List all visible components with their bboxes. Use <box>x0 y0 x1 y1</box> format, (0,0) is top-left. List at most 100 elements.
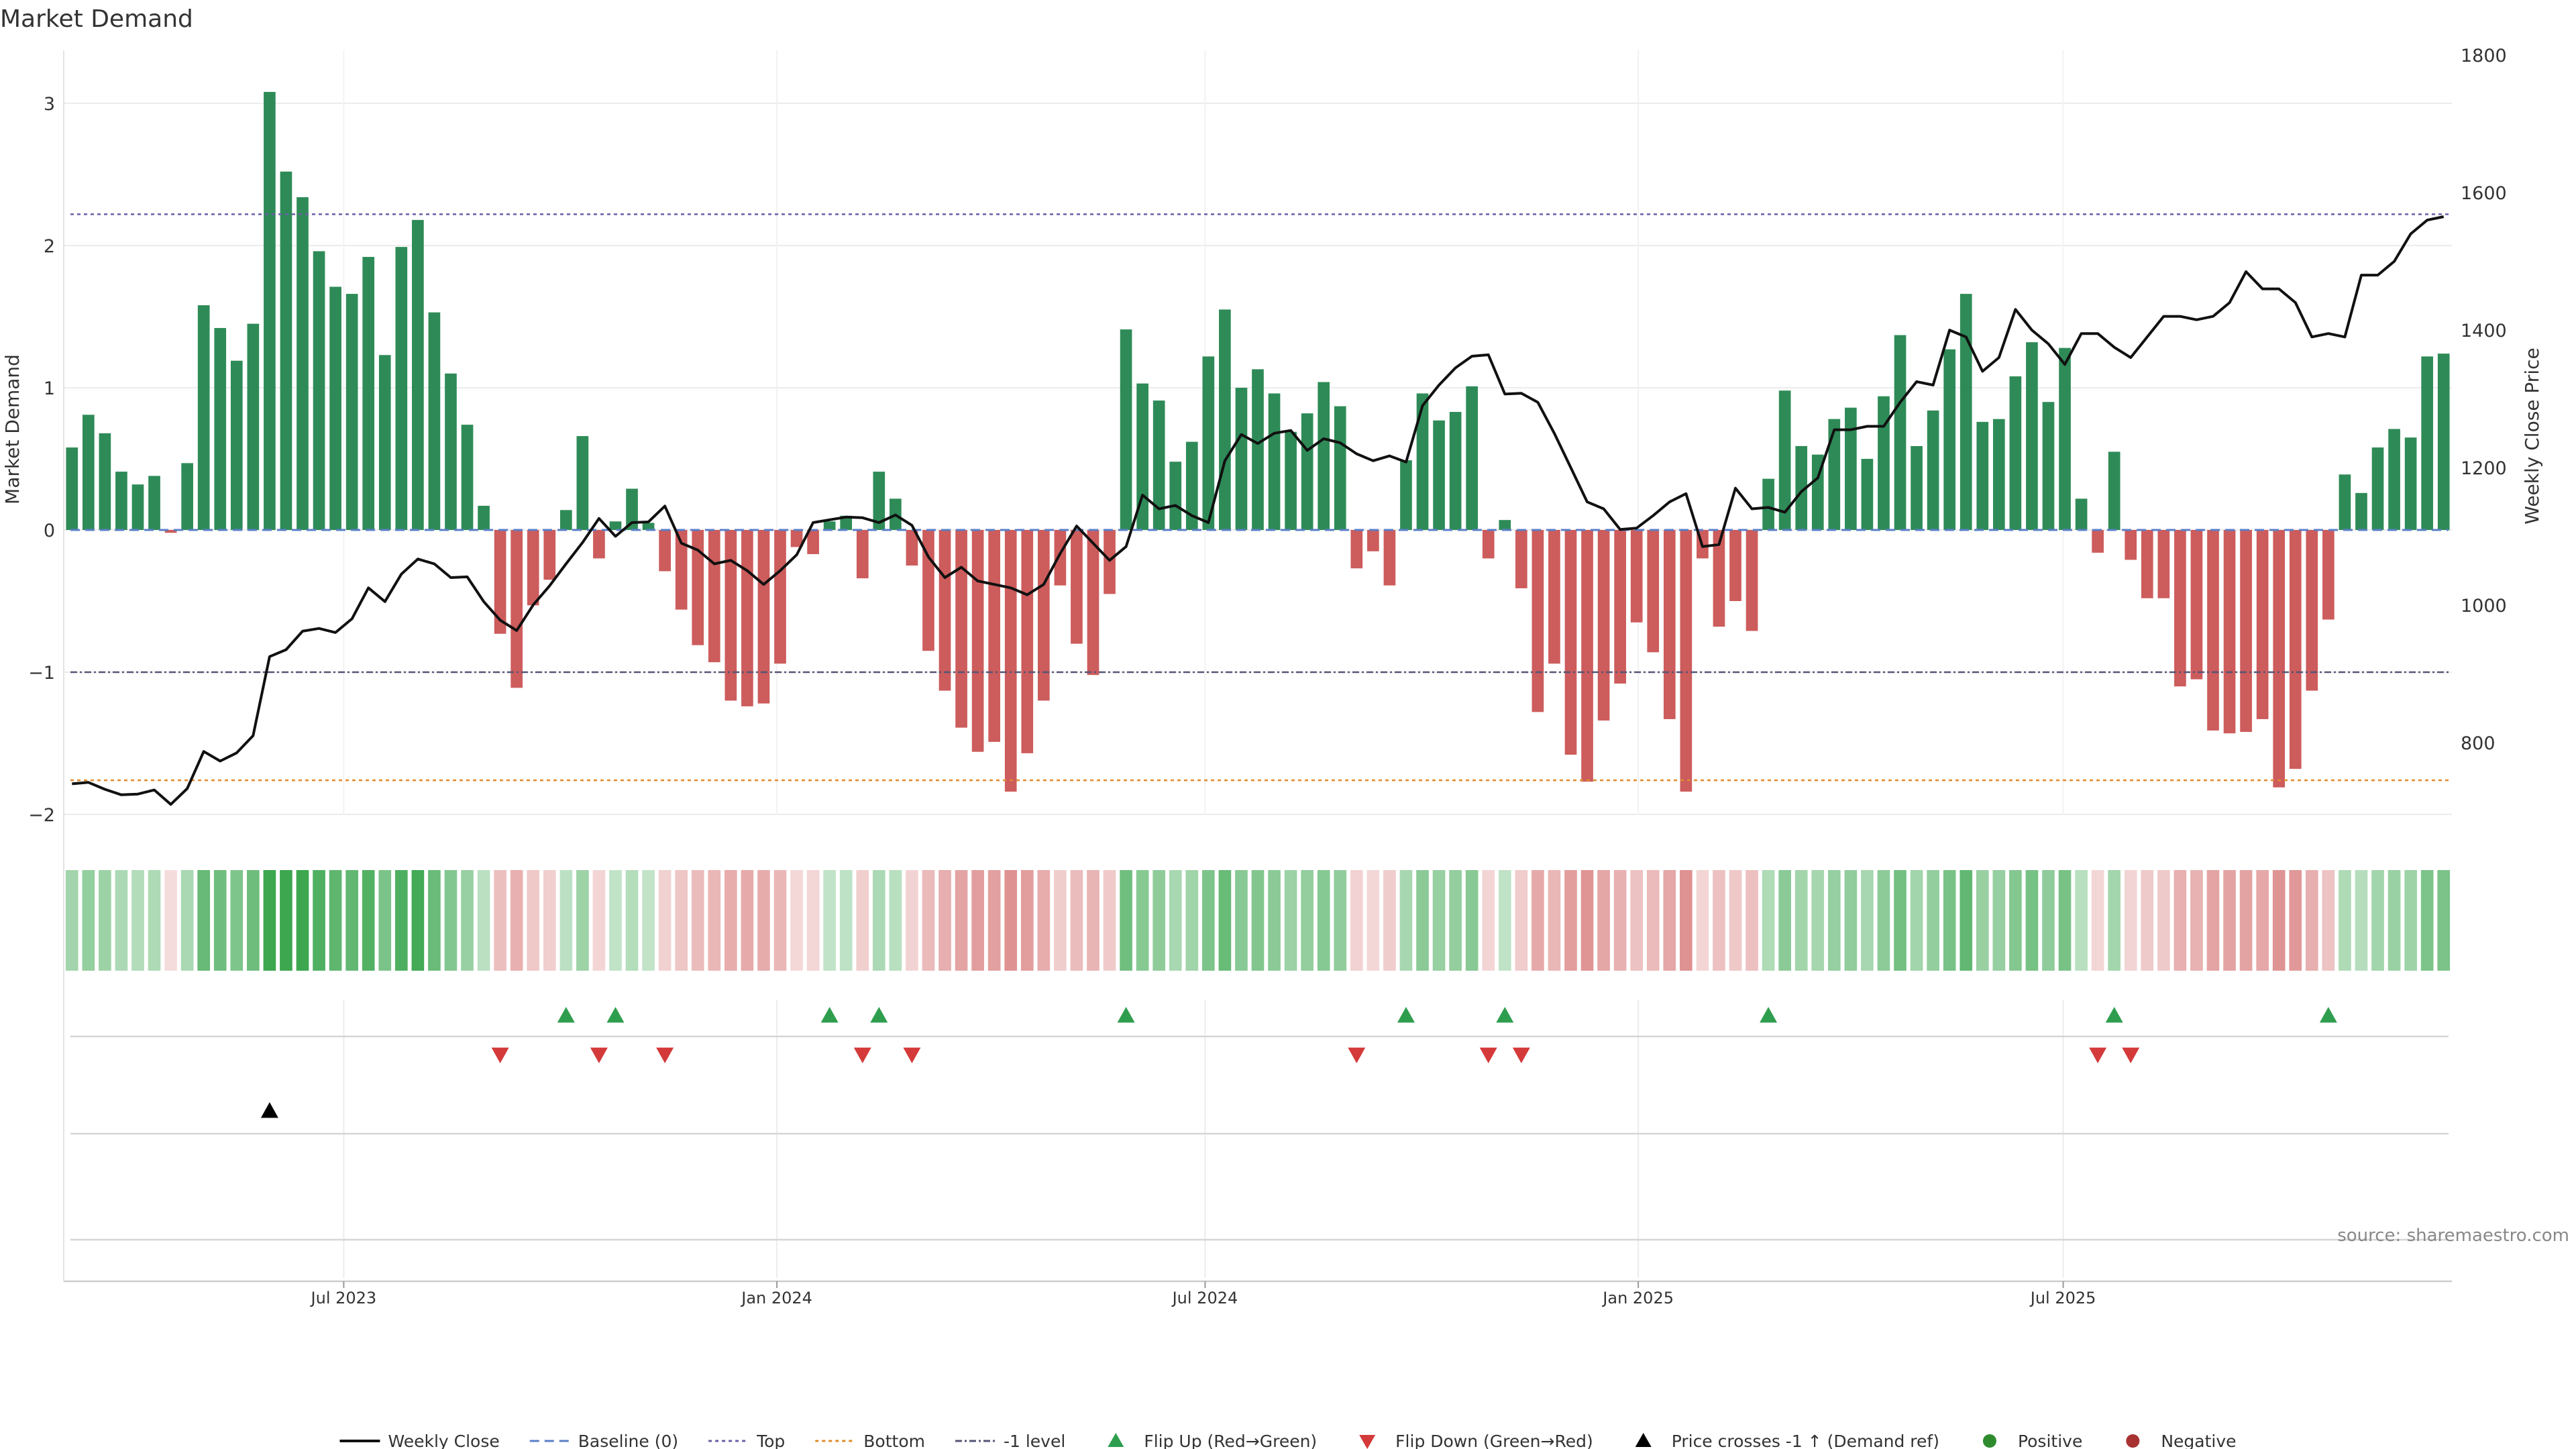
heat-cell <box>2371 870 2384 971</box>
legend-item: -1 level <box>955 1432 1065 1449</box>
demand-bar <box>428 312 441 530</box>
heat-cell <box>1861 870 1874 971</box>
flip-up-marker <box>557 1007 575 1023</box>
demand-bar <box>362 256 375 530</box>
demand-bar <box>230 360 243 530</box>
demand-bar <box>1861 459 1874 530</box>
demand-bar <box>790 530 803 547</box>
y2-tick-label: 1800 <box>2461 46 2507 66</box>
heat-cell <box>1762 870 1775 971</box>
demand-bar <box>2404 437 2417 530</box>
demand-bar <box>1746 530 1758 631</box>
demand-bar <box>1334 406 1346 530</box>
demand-bar <box>1235 388 1248 530</box>
demand-bar <box>642 523 655 530</box>
heat-cell <box>197 870 211 971</box>
demand-bar <box>1597 530 1610 721</box>
heat-cell <box>609 870 622 971</box>
demand-bar <box>856 530 869 579</box>
heat-cell <box>1746 870 1758 971</box>
heat-cell <box>1580 870 1594 971</box>
demand-bar <box>329 286 341 530</box>
y-tick-labels: −2 −1 0 1 2 3 <box>28 94 55 826</box>
flip-up-marker <box>820 1007 839 1023</box>
heat-cell <box>1202 870 1215 971</box>
heat-cell <box>1383 870 1396 971</box>
demand-bar <box>1515 530 1527 588</box>
heat-cell <box>1087 870 1099 971</box>
heat-cell <box>823 870 836 971</box>
heat-cell <box>2108 870 2121 971</box>
flip-down-marker <box>590 1047 608 1063</box>
demand-bar <box>1285 431 1297 530</box>
demand-bar <box>1976 421 1989 530</box>
y2-tick-labels: 800 1000 1200 1400 1600 1800 <box>2461 46 2507 754</box>
demand-bar <box>2075 498 2088 530</box>
demand-bar <box>1169 462 1182 530</box>
flip-down-marker <box>491 1047 509 1063</box>
demand-bar <box>1647 530 1660 653</box>
legend-item: Bottom <box>815 1432 925 1449</box>
demand-bar <box>2207 530 2219 731</box>
heat-cell <box>1120 870 1132 971</box>
demand-bar <box>2125 530 2137 560</box>
demand-bar <box>345 294 358 530</box>
heat-cell <box>1366 870 1380 971</box>
demand-bar <box>1350 530 1363 569</box>
demand-bar <box>313 251 325 530</box>
heat-cell <box>1877 870 1890 971</box>
heat-cell <box>543 870 556 971</box>
legend-item: Flip Up (Red→Green) <box>1108 1432 1317 1449</box>
heat-cell <box>1235 870 1248 971</box>
demand-bar <box>494 530 506 634</box>
demand-bar <box>1433 420 1445 530</box>
demand-bar <box>1466 386 1479 530</box>
heat-cell <box>2157 870 2170 971</box>
heat-cell <box>313 870 325 971</box>
y-tick-label: 0 <box>44 521 55 541</box>
heat-cell <box>2437 870 2451 971</box>
heat-cell <box>1943 870 1956 971</box>
heat-cell <box>872 870 885 971</box>
legend-symbol-circle <box>1982 1434 1996 1448</box>
grid-lines <box>63 50 2452 1283</box>
legend-item: Price crosses -1 ↑ (Demand ref) <box>1635 1432 1939 1449</box>
heat-cell <box>1020 870 1034 971</box>
heat-cell <box>180 870 194 971</box>
demand-bar <box>2256 530 2269 719</box>
flip-down-marker <box>656 1047 674 1063</box>
demand-bar <box>1185 441 1198 530</box>
source-label: source: sharemaestro.com <box>2337 1226 2569 1246</box>
x-tick-label: Jan 2025 <box>1601 1289 1674 1307</box>
heat-cell <box>1778 870 1791 971</box>
heat-cell <box>247 870 260 971</box>
heat-cell <box>806 870 820 971</box>
heat-cell <box>906 870 918 971</box>
flip-up-marker <box>606 1007 625 1023</box>
demand-bar <box>609 521 622 530</box>
demand-bar <box>1104 530 1116 594</box>
price-cross-marker <box>260 1102 278 1118</box>
heat-cell <box>1218 870 1232 971</box>
heat-cell <box>708 870 721 971</box>
heat-cell <box>1482 870 1495 971</box>
demand-bar <box>1037 530 1050 701</box>
flip-up-marker <box>2319 1007 2337 1023</box>
demand-bar <box>2355 492 2367 530</box>
heat-cell <box>2141 870 2154 971</box>
heat-cell <box>230 870 244 971</box>
heat-cell <box>2355 870 2368 971</box>
heat-cell <box>938 870 951 971</box>
demand-bar <box>1136 383 1148 530</box>
demand-bar <box>1219 309 1231 530</box>
heat-cell <box>1960 870 1973 971</box>
demand-bar <box>148 476 160 530</box>
heat-cell <box>164 870 177 971</box>
demand-bar <box>1318 382 1330 530</box>
demand-bar <box>757 530 770 704</box>
legend-label: Weekly Close <box>388 1432 499 1449</box>
legend-symbol-triangle-up <box>1108 1433 1124 1447</box>
demand-bar <box>1894 335 1907 530</box>
demand-bar <box>2273 530 2286 788</box>
demand-bar <box>724 530 737 701</box>
